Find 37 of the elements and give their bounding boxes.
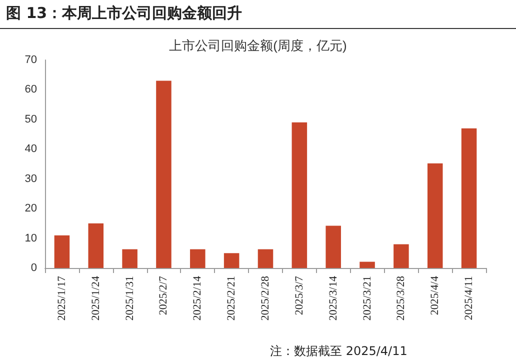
- x-tick-label: 2025/2/14: [192, 276, 204, 321]
- x-tick-label: 2025/3/28: [395, 276, 408, 321]
- x-tick-label: 2025/1/17: [56, 276, 68, 321]
- y-tick-label: 60: [24, 84, 37, 96]
- x-tick-label: 2025/3/21: [361, 276, 374, 321]
- chart-subtitle: 上市公司回购金额(周度，亿元): [169, 38, 347, 53]
- bar: [326, 226, 341, 268]
- bar: [156, 80, 172, 268]
- x-tick-label: 2025/2/28: [260, 276, 272, 321]
- bar: [88, 223, 104, 268]
- y-tick-label: 10: [24, 232, 37, 244]
- bar: [360, 262, 375, 268]
- bar: [54, 235, 70, 268]
- bar: [461, 128, 477, 268]
- y-tick-label: 40: [24, 143, 37, 156]
- text: 注：数据截至 2025/4/11: [270, 343, 408, 360]
- bar: [224, 253, 240, 268]
- bar: [292, 122, 308, 268]
- x-tick-label: 2025/4/4: [429, 276, 442, 316]
- x-tick-label: 2025/4/11: [463, 276, 476, 320]
- y-tick-label: 20: [24, 202, 37, 215]
- x-tick-label: 2025/2/7: [158, 276, 170, 316]
- y-tick-label: 70: [24, 54, 37, 66]
- y-tick-label: 50: [24, 113, 37, 126]
- bar: [258, 249, 274, 268]
- bar: [122, 249, 138, 268]
- x-tick-label: 2025/1/24: [90, 276, 102, 321]
- x-tick-label: 2025/1/31: [124, 276, 136, 321]
- x-tick-label: 2025/3/14: [327, 276, 340, 321]
- x-tick-label: 2025/2/21: [226, 276, 238, 321]
- y-tick-label: 0: [30, 262, 37, 274]
- bar: [427, 163, 443, 268]
- y-tick-label: 30: [24, 172, 37, 185]
- bar: [394, 244, 409, 268]
- chart-title: 图 13：本周上市公司回购金额回升: [6, 4, 242, 23]
- bar: [190, 249, 206, 268]
- x-tick-label: 2025/3/7: [293, 276, 306, 316]
